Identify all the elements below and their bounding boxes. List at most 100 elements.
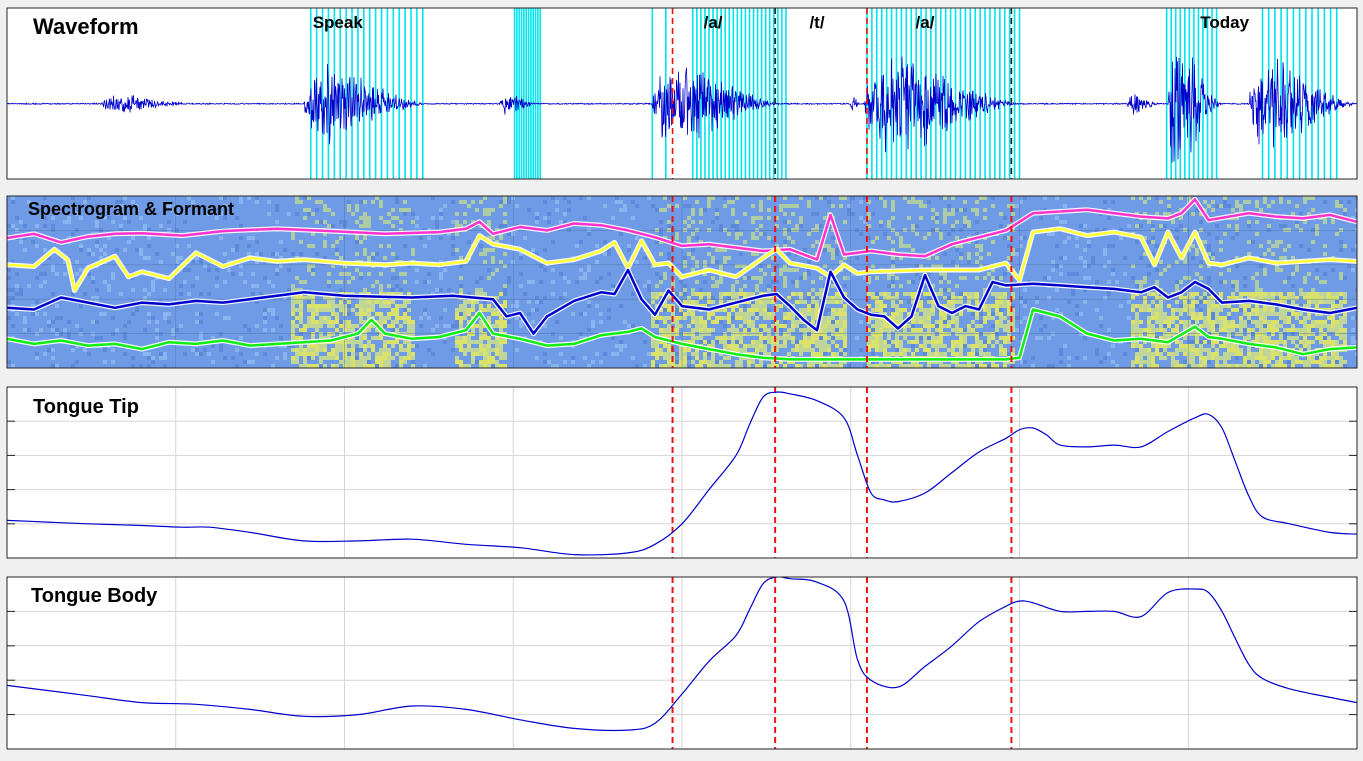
spectrogram-cell: [903, 228, 907, 232]
spectrogram-cell: [827, 308, 831, 312]
spectrogram-cell: [1343, 276, 1347, 280]
spectrogram-cell: [695, 320, 699, 324]
spectrogram-cell: [1215, 324, 1219, 328]
spectrogram-cell: [1187, 332, 1191, 336]
spectrogram-cell: [323, 348, 327, 352]
spectrogram-cell: [707, 304, 711, 308]
spectrogram-cell: [1167, 320, 1171, 324]
spectrogram-cell: [947, 316, 951, 320]
spectrogram-cell: [1183, 308, 1187, 312]
spectrogram-cell: [1055, 244, 1059, 248]
spectrogram-cell: [935, 212, 939, 216]
spectrogram-cell: [719, 364, 723, 368]
spectrogram-cell: [31, 240, 35, 244]
spectrogram-cell: [1007, 324, 1011, 328]
spectrogram-cell: [815, 300, 819, 304]
spectrogram-cell: [503, 220, 507, 224]
spectrogram-cell: [903, 364, 907, 368]
spectrogram-cell: [299, 312, 303, 316]
spectrogram-cell: [1183, 348, 1187, 352]
spectrogram-cell: [1331, 356, 1335, 360]
spectrogram-cell: [771, 364, 775, 368]
spectrogram-cell: [999, 320, 1003, 324]
spectrogram-cell: [691, 352, 695, 356]
spectrogram-cell: [351, 328, 355, 332]
spectrogram-cell: [1163, 356, 1167, 360]
spectrogram-cell: [399, 316, 403, 320]
spectrogram-cell: [391, 320, 395, 324]
spectrogram-cell: [1139, 356, 1143, 360]
spectrogram-cell: [711, 284, 715, 288]
tongue-body-title: Tongue Body: [31, 585, 158, 607]
spectrogram-cell: [1195, 300, 1199, 304]
spectrogram-cell: [1351, 328, 1355, 332]
spectrogram-cell: [811, 304, 815, 308]
spectrogram-cell: [631, 216, 635, 220]
spectrogram-cell: [251, 292, 255, 296]
spectrogram-cell: [1259, 208, 1263, 212]
spectrogram-cell: [711, 260, 715, 264]
spectrogram-cell: [1135, 316, 1139, 320]
spectrogram-cell: [1191, 320, 1195, 324]
spectrogram-cell: [379, 348, 383, 352]
spectrogram-cell: [795, 292, 799, 296]
spectrogram-cell: [1207, 204, 1211, 208]
spectrogram-cell: [471, 332, 475, 336]
spectrogram-cell: [423, 280, 427, 284]
spectrogram-cell: [1075, 304, 1079, 308]
spectrogram-cell: [375, 280, 379, 284]
spectrogram-cell: [287, 288, 291, 292]
spectrogram-cell: [751, 312, 755, 316]
spectrogram-cell: [399, 288, 403, 292]
spectrogram-cell: [1079, 256, 1083, 260]
spectrogram-cell: [1103, 296, 1107, 300]
spectrogram-cell: [675, 236, 679, 240]
spectrogram-cell: [927, 364, 931, 368]
spectrogram-cell: [315, 304, 319, 308]
spectrogram-cell: [795, 204, 799, 208]
spectrogram-cell: [255, 300, 259, 304]
spectrogram-cell: [1235, 364, 1239, 368]
spectrogram-cell: [935, 216, 939, 220]
spectrogram-cell: [1003, 364, 1007, 368]
spectrogram-cell: [55, 332, 59, 336]
spectrogram-cell: [391, 356, 395, 360]
spectrogram-cell: [235, 348, 239, 352]
spectrogram-cell: [131, 276, 135, 280]
spectrogram-cell: [1139, 344, 1143, 348]
spectrogram-cell: [791, 204, 795, 208]
spectrogram-cell: [367, 328, 371, 332]
spectrogram-cell: [1207, 328, 1211, 332]
spectrogram-cell: [987, 272, 991, 276]
spectrogram-cell: [375, 300, 379, 304]
spectrogram-cell: [1263, 312, 1267, 316]
spectrogram-cell: [1171, 316, 1175, 320]
spectrogram-cell: [1147, 264, 1151, 268]
spectrogram-cell: [1275, 312, 1279, 316]
spectrogram-cell: [315, 324, 319, 328]
spectrogram-cell: [775, 324, 779, 328]
spectrogram-cell: [707, 328, 711, 332]
spectrogram-cell: [667, 204, 671, 208]
spectrogram-cell: [1135, 312, 1139, 316]
spectrogram-cell: [135, 248, 139, 252]
spectrogram-cell: [995, 300, 999, 304]
spectrogram-cell: [715, 248, 719, 252]
spectrogram-cell: [1195, 292, 1199, 296]
spectrogram-cell: [1155, 292, 1159, 296]
spectrogram-cell: [827, 244, 831, 248]
spectrogram-cell: [975, 276, 979, 280]
spectrogram-cell: [751, 292, 755, 296]
spectrogram-cell: [255, 324, 259, 328]
spectrogram-cell: [379, 304, 383, 308]
spectrogram-cell: [1047, 232, 1051, 236]
spectrogram-cell: [791, 268, 795, 272]
spectrogram-cell: [1051, 316, 1055, 320]
spectrogram-cell: [811, 332, 815, 336]
spectrogram-cell: [607, 272, 611, 276]
spectrogram-cell: [1307, 348, 1311, 352]
spectrogram-cell: [751, 332, 755, 336]
spectrogram-cell: [875, 328, 879, 332]
spectrogram-cell: [699, 340, 703, 344]
spectrogram-cell: [603, 352, 607, 356]
